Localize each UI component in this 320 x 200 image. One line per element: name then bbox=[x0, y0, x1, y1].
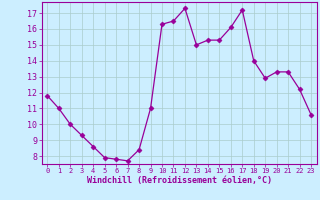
X-axis label: Windchill (Refroidissement éolien,°C): Windchill (Refroidissement éolien,°C) bbox=[87, 176, 272, 185]
